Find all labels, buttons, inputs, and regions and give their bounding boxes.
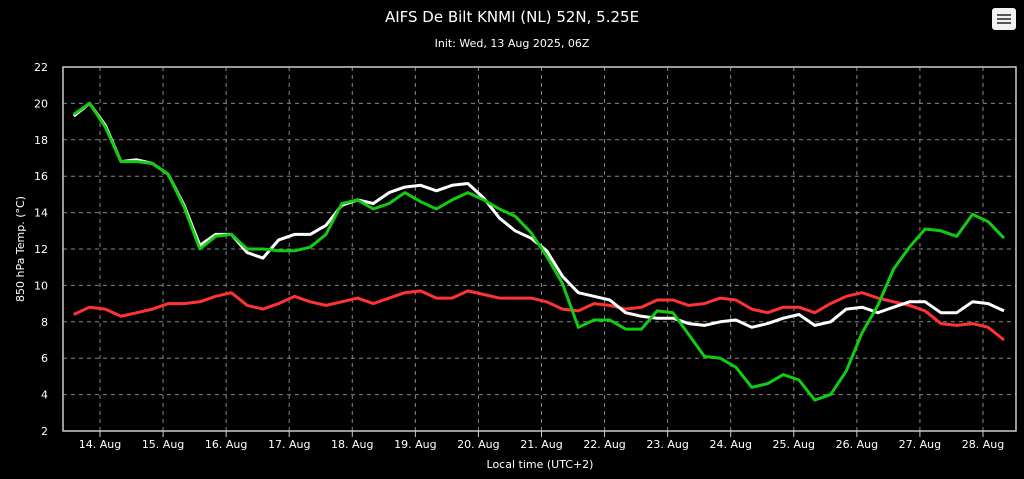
x-tick-label: 23. Aug [646, 438, 688, 451]
x-tick-label: 20. Aug [457, 438, 499, 451]
y-axis-label: 850 hPa Temp. (°C) [14, 196, 27, 302]
x-tick-label: 16. Aug [205, 438, 247, 451]
y-tick-label: 2 [41, 425, 48, 438]
x-tick-label: 18. Aug [331, 438, 373, 451]
x-tick-label: 21. Aug [520, 438, 562, 451]
x-tick-label: 24. Aug [709, 438, 751, 451]
series-line [72, 101, 1006, 402]
x-tick-label: 26. Aug [836, 438, 878, 451]
y-tick-label: 8 [41, 316, 48, 329]
x-tick-label: 14. Aug [79, 438, 121, 451]
y-tick-label: 20 [34, 97, 48, 110]
y-tick-label: 18 [34, 134, 48, 147]
x-axis-label: Local time (UTC+2) [487, 458, 594, 471]
x-tick-label: 28. Aug [962, 438, 1004, 451]
y-tick-label: 4 [41, 389, 48, 402]
y-tick-label: 6 [41, 352, 48, 365]
chart-title: AIFS De Bilt KNMI (NL) 52N, 5.25E [384, 8, 640, 26]
y-tick-label: 14 [34, 207, 48, 220]
y-tick-label: 16 [34, 170, 48, 183]
hamburger-menu-icon[interactable] [992, 8, 1016, 30]
series-line [73, 289, 1005, 342]
y-tick-label: 10 [34, 279, 48, 292]
x-tick-label: 22. Aug [583, 438, 625, 451]
chart-subtitle: Init: Wed, 13 Aug 2025, 06Z [434, 37, 590, 50]
y-tick-label: 12 [34, 243, 48, 256]
x-tick-label: 25. Aug [773, 438, 815, 451]
x-tick-label: 15. Aug [142, 438, 184, 451]
x-tick-label: 19. Aug [394, 438, 436, 451]
x-tick-label: 17. Aug [268, 438, 310, 451]
plot-border [62, 66, 1017, 432]
x-tick-label: 27. Aug [899, 438, 941, 451]
y-tick-label: 22 [34, 61, 48, 74]
